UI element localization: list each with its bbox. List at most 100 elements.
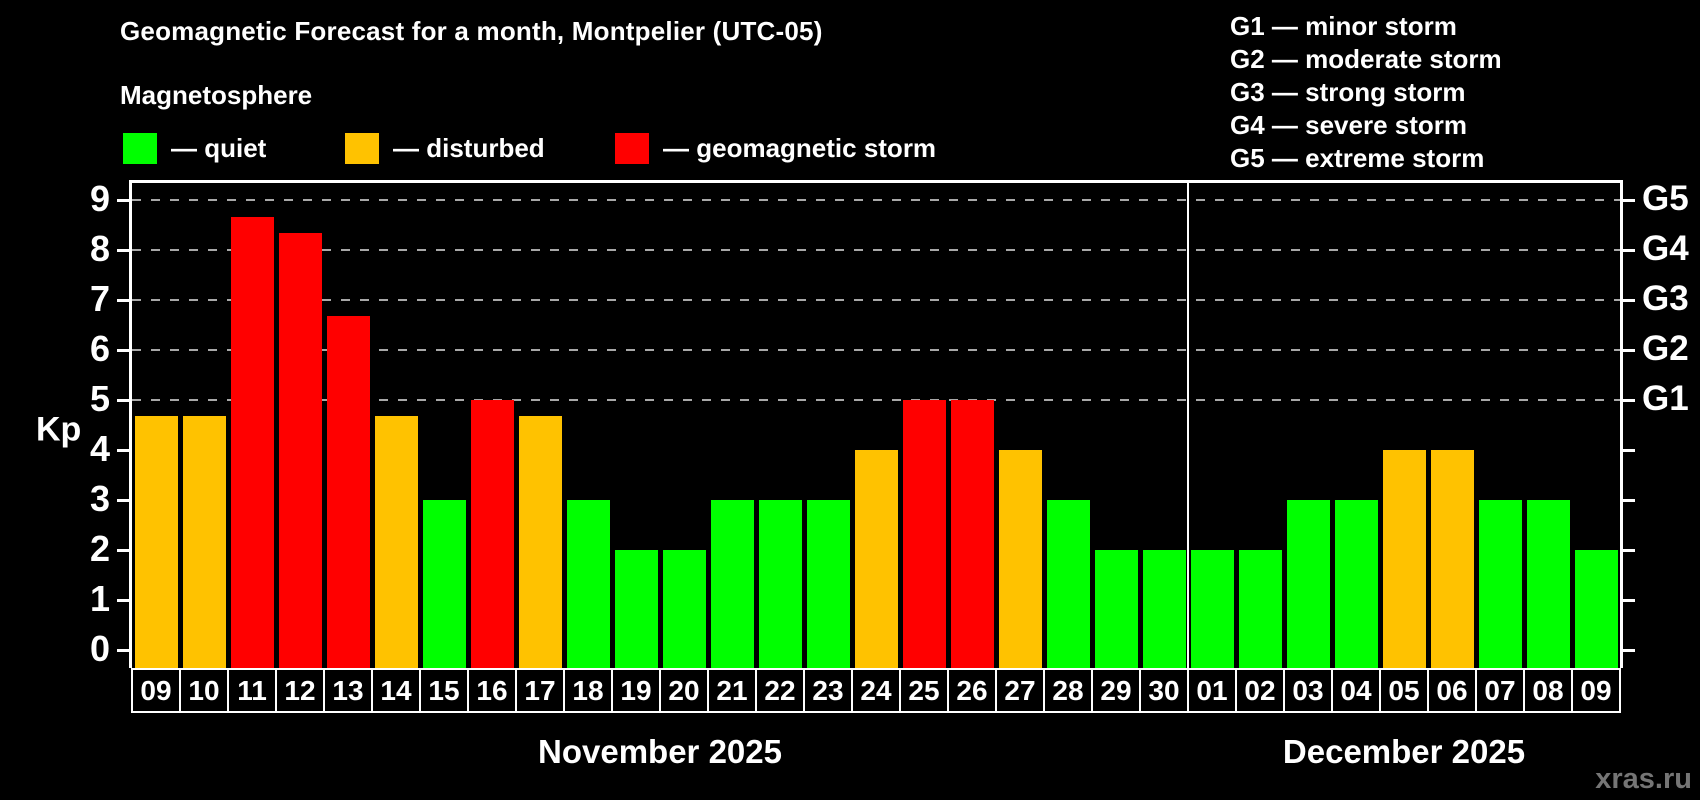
kp-bar: [1479, 500, 1522, 668]
g-axis-label: G1: [1642, 379, 1689, 419]
day-label: 26: [947, 668, 997, 713]
y-axis-tick: [117, 499, 129, 502]
day-label: 08: [1523, 668, 1573, 713]
kp-bar: [951, 400, 994, 668]
day-label: 24: [851, 668, 901, 713]
kp-bar: [1287, 500, 1330, 668]
y-axis-tick: [117, 199, 129, 202]
g-legend-line: G2 — moderate storm: [1230, 44, 1502, 74]
gridline-kp8: [132, 249, 1620, 251]
g-axis-label: G5: [1642, 179, 1689, 219]
watermark: xras.ru: [1595, 763, 1692, 795]
g-scale-legend: G1 — minor storm G2 — moderate storm G3 — …: [1230, 10, 1502, 175]
kp-bar: [471, 400, 514, 668]
day-label: 13: [323, 668, 373, 713]
y-axis-label: 9: [89, 178, 110, 220]
day-label: 23: [803, 668, 853, 713]
kp-bar: [327, 316, 370, 668]
plot-inner: [132, 183, 1620, 668]
disturbed-swatch: [345, 132, 379, 164]
y-axis-tick: [117, 599, 129, 602]
g-axis-label: G3: [1642, 279, 1689, 319]
kp-bar: [663, 550, 706, 668]
kp-bar: [615, 550, 658, 668]
g-legend-line: G3 — strong storm: [1230, 77, 1466, 107]
day-label: 14: [371, 668, 421, 713]
chart-subtitle: Magnetosphere: [120, 80, 313, 110]
kp-bar: [1431, 450, 1474, 668]
month-label: December 2025: [1282, 733, 1526, 770]
kp-bar: [1047, 500, 1090, 668]
right-axis-tick: [1623, 299, 1635, 302]
storm-swatch: [615, 132, 649, 164]
page-title: Geomagnetic Forecast for a month, Montpe…: [120, 16, 823, 46]
right-axis-tick: [1623, 649, 1635, 652]
kp-bar: [759, 500, 802, 668]
day-label: 11: [227, 668, 277, 713]
kp-bar: [135, 416, 178, 668]
legend-item-disturbed: — disturbed: [345, 131, 545, 165]
day-label: 06: [1427, 668, 1477, 713]
right-axis-tick: [1623, 549, 1635, 552]
day-label: 09: [131, 668, 181, 713]
y-axis-label: 0: [89, 628, 110, 670]
g-legend-line: G5 — extreme storm: [1230, 143, 1485, 173]
kp-bar: [567, 500, 610, 668]
y-axis-label: 3: [89, 478, 110, 520]
quiet-swatch: [123, 132, 157, 164]
legend-label: — quiet: [171, 132, 267, 163]
day-label: 18: [563, 668, 613, 713]
day-label: 12: [275, 668, 325, 713]
kp-bar: [903, 400, 946, 668]
right-axis-tick: [1623, 199, 1635, 202]
y-axis-label: 7: [89, 278, 110, 320]
g-legend-line: G1 — minor storm: [1230, 11, 1457, 41]
month-separator-line: [1187, 183, 1189, 668]
y-axis-label: 8: [89, 228, 110, 270]
day-label: 20: [659, 668, 709, 713]
day-label: 02: [1235, 668, 1285, 713]
y-axis-label: 5: [89, 378, 110, 420]
day-label: 17: [515, 668, 565, 713]
gridline-kp5: [132, 399, 1620, 401]
day-label: 15: [419, 668, 469, 713]
day-labels-row: 09 10 11 12 13 14 15 16 17 18 19 20 21 22 23 24 25 26 27 28…: [129, 668, 1623, 713]
y-axis-tick: [117, 349, 129, 352]
day-label: 03: [1283, 668, 1333, 713]
kp-bar: [1239, 550, 1282, 668]
day-label: 25: [899, 668, 949, 713]
y-axis-title: Kp: [36, 410, 82, 449]
kp-bar: [711, 500, 754, 668]
kp-bar: [519, 416, 562, 668]
kp-bar: [1527, 500, 1570, 668]
right-axis-tick: [1623, 449, 1635, 452]
kp-bar: [1191, 550, 1234, 668]
kp-bar: [279, 233, 322, 668]
g-axis-label: G4: [1642, 229, 1689, 269]
day-label: 16: [467, 668, 517, 713]
y-axis-tick: [117, 449, 129, 452]
y-axis-tick: [117, 649, 129, 652]
day-label: 29: [1091, 668, 1141, 713]
plot-area: [129, 180, 1623, 668]
day-label: 04: [1331, 668, 1381, 713]
y-axis-label: 1: [89, 578, 110, 620]
day-label: 09: [1571, 668, 1621, 713]
day-label: 01: [1187, 668, 1237, 713]
gridline-kp6: [132, 349, 1620, 351]
right-axis-tick: [1623, 399, 1635, 402]
g-axis-label: G2: [1642, 329, 1689, 369]
legend-item-storm: — geomagnetic storm: [615, 131, 936, 165]
y-axis-label: 6: [89, 328, 110, 370]
right-axis-tick: [1623, 599, 1635, 602]
g-legend-line: G4 — severe storm: [1230, 110, 1468, 140]
kp-bar: [423, 500, 466, 668]
day-label: 28: [1043, 668, 1093, 713]
day-label: 27: [995, 668, 1045, 713]
y-axis-tick: [117, 399, 129, 402]
gridline-kp7: [132, 299, 1620, 301]
right-axis-tick: [1623, 349, 1635, 352]
legend-label: — disturbed: [393, 132, 545, 163]
kp-bar: [231, 217, 274, 668]
right-axis-tick: [1623, 499, 1635, 502]
